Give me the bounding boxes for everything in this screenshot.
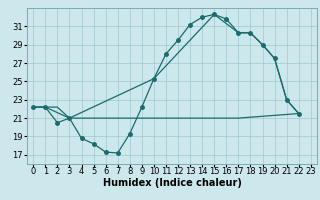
X-axis label: Humidex (Indice chaleur): Humidex (Indice chaleur) — [103, 178, 241, 188]
